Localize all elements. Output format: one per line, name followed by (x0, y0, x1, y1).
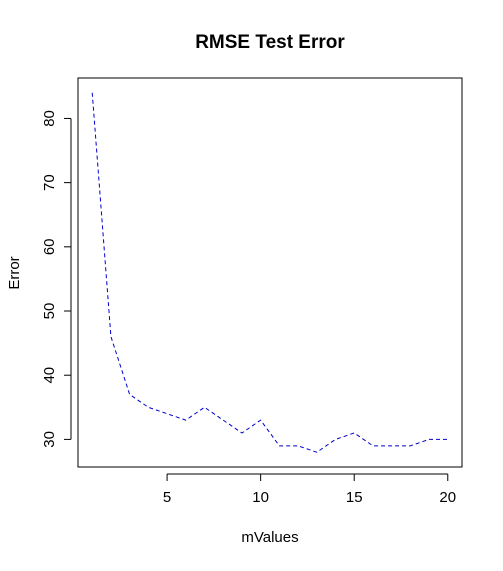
y-tick-label: 80 (41, 110, 58, 127)
y-tick-label: 40 (41, 367, 58, 384)
x-tick-label: 20 (439, 489, 456, 506)
x-tick-label: 10 (252, 489, 269, 506)
y-axis: 30 40 50 60 70 80 (41, 110, 72, 448)
y-axis-label: Error (6, 256, 23, 289)
series-layer (91, 92, 448, 453)
x-tick-label: 5 (163, 489, 171, 506)
y-tick-label: 60 (41, 238, 58, 255)
chart-title: RMSE Test Error (195, 32, 345, 53)
x-tick-label: 15 (346, 489, 363, 506)
plot-frame (77, 77, 463, 468)
x-axis-label: mValues (241, 529, 298, 546)
y-tick-label: 50 (41, 303, 58, 320)
y-tick-label: 30 (41, 431, 58, 448)
x-axis: 5 10 15 20 (163, 473, 456, 506)
series-line-1 (91, 92, 448, 453)
y-tick-label: 70 (41, 174, 58, 191)
